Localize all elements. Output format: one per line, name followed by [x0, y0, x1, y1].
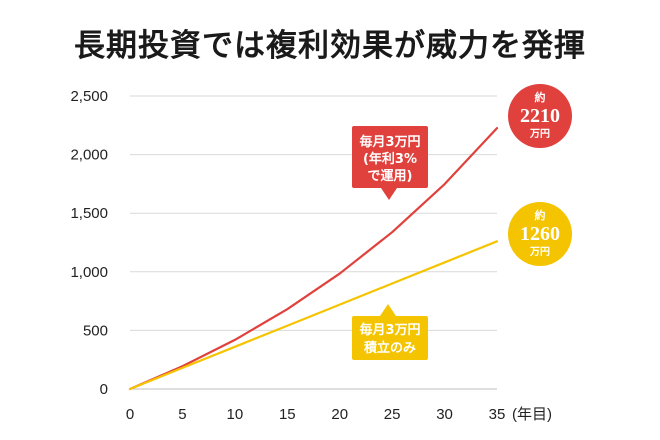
- y-tick-label: 1,000: [70, 264, 108, 281]
- y-tick-label: 500: [83, 322, 108, 339]
- x-tick-label: 30: [436, 406, 453, 423]
- red-badge-unit: 万円: [529, 128, 550, 140]
- red-badge-prefix: 約: [535, 90, 546, 104]
- x-axis-unit-label: (年目): [512, 406, 552, 423]
- yellow-callout-pointer: [380, 304, 396, 316]
- yellow-badge-unit: 万円: [529, 246, 550, 258]
- x-tick-label: 5: [178, 406, 186, 423]
- yellow-final-value-badge: 約 1260 万円: [508, 202, 572, 266]
- red-series-callout: 毎月3万円 (年利3% で運用): [352, 126, 428, 200]
- red-final-value-badge: 約 2210 万円: [508, 84, 572, 148]
- yellow-badge-prefix: 約: [535, 208, 546, 222]
- yellow-series-callout: 毎月3万円 積立のみ: [352, 304, 428, 360]
- series-lines: [128, 127, 499, 391]
- yellow-callout-box: [352, 316, 428, 360]
- yellow-badge-value: 1260: [520, 223, 560, 245]
- red-callout-box: [352, 126, 428, 188]
- y-tick-label: 2,500: [70, 88, 108, 105]
- y-tick-label: 2,000: [70, 147, 108, 164]
- grid-lines: [130, 95, 497, 331]
- x-tick-label: 10: [227, 406, 244, 423]
- y-tick-label: 0: [100, 381, 108, 398]
- yellow-callout-line-2: 積立のみ: [363, 340, 416, 356]
- x-tick-label: 20: [331, 406, 348, 423]
- red-badge-value: 2210: [520, 105, 560, 127]
- series-line-savings-only: [128, 240, 499, 391]
- red-callout-line-3: で運用): [368, 169, 413, 184]
- yellow-callout-line-1: 毎月3万円: [359, 322, 420, 338]
- red-callout-line-2: (年利3%: [363, 151, 417, 167]
- x-tick-label: 25: [384, 406, 401, 423]
- red-callout-line-1: 毎月3万円: [359, 134, 420, 150]
- x-tick-label: 0: [126, 406, 134, 423]
- red-callout-pointer: [381, 188, 397, 200]
- x-tick-label: 35: [489, 406, 506, 423]
- y-tick-label: 1,500: [70, 205, 108, 222]
- tick-labels: 0 500 1,000 1,500 2,000 2,500 0 5 10 15 20 25 30 35: [70, 88, 505, 423]
- x-tick-label: 15: [279, 406, 296, 423]
- chart-title: 長期投資では複利効果が威力を発揮: [74, 28, 586, 64]
- series-line-compound: [128, 127, 499, 391]
